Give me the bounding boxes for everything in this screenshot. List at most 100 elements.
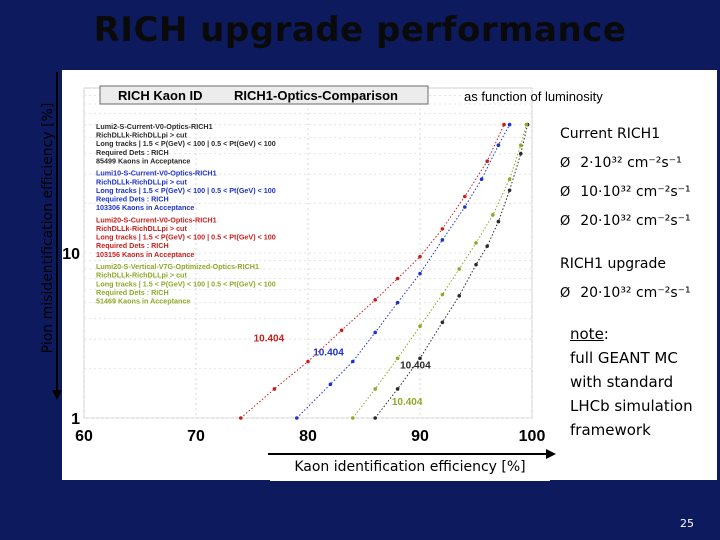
legend-text: Required Dets : RICH — [96, 148, 169, 157]
data-point — [440, 292, 445, 297]
x-tick-label: 90 — [411, 428, 429, 445]
legend-text: 103306 Kaons in Acceptance — [96, 203, 194, 212]
legend: Lumi2-S-Current-V0-Optics-RICH1RichDLLk-… — [96, 122, 276, 306]
note-box: note: full GEANT MC with standard LHCb s… — [570, 322, 715, 442]
data-point — [463, 205, 467, 209]
legend-text: Lumi20-S-Vertical-V7G-Optimized-Optics-R… — [96, 262, 259, 271]
frame-title-right: RICH1-Optics-Comparison — [234, 88, 398, 103]
current-item-text: 10·10³² cm⁻²s⁻¹ — [580, 184, 691, 200]
data-point — [507, 122, 512, 127]
legend-text: Required Dets : RICH — [96, 288, 169, 297]
point-label: 10.404 — [392, 397, 423, 408]
data-point — [463, 194, 467, 199]
data-point — [519, 151, 523, 156]
note-line: full GEANT MC — [570, 349, 678, 367]
plot-subtitle: as function of luminosity — [464, 89, 603, 104]
y-axis-label: Pion misidentification efficiency [%] — [38, 78, 58, 378]
data-point — [295, 416, 299, 420]
note-line: LHCb simulation — [570, 397, 693, 415]
data-point — [339, 328, 344, 333]
data-point — [496, 143, 501, 148]
luminosity-info: Current RICH1 Ø 2·10³² cm⁻²s⁻¹ Ø 10·10³² c… — [560, 120, 720, 308]
legend-text: RichDLLk-RichDLLpi > cut — [96, 224, 187, 233]
x-axis-arrow — [268, 449, 556, 459]
slide-number: 25 — [680, 517, 694, 530]
legend-text: Long tracks | 1.5 < P(GeV) < 100 | 0.5 <… — [96, 139, 276, 148]
series-layer: 10.404 10.404 10.404 10.404 — [239, 122, 530, 420]
data-point — [373, 298, 378, 302]
upgrade-item-text: 20·10³² cm⁻²s⁻¹ — [580, 285, 691, 301]
point-label: 10.404 — [254, 334, 285, 345]
data-point — [502, 122, 506, 127]
current-item-1: Ø 2·10³² cm⁻²s⁻¹ — [560, 149, 720, 178]
data-point — [457, 267, 462, 271]
x-tick-label: 100 — [519, 428, 546, 445]
bullet-arrow-icon: Ø — [560, 286, 571, 301]
legend-text: 51469 Kaons in Acceptance — [96, 297, 190, 306]
x-tick-label: 60 — [75, 428, 93, 445]
current-item-text: 20·10³² cm⁻²s⁻¹ — [580, 213, 691, 229]
legend-text: RichDLLk-RichDLLpi > cut — [96, 177, 187, 186]
data-point — [496, 219, 501, 224]
legend-text: Long tracks | 1.5 < P(GeV) < 100 | 0.5 <… — [96, 233, 276, 242]
note-line: with standard — [570, 373, 674, 391]
chart-panel: 60 70 80 90 100 1 10 10.404 10.404 10.404 10.404 … — [62, 70, 717, 480]
slide-title: RICH upgrade performance — [93, 10, 627, 50]
data-point — [351, 416, 355, 420]
bullet-arrow-icon: Ø — [560, 185, 571, 200]
data-point — [479, 177, 484, 182]
legend-text: 103156 Kaons in Acceptance — [96, 250, 194, 259]
legend-text: 85499 Kaons in Acceptance — [96, 156, 190, 165]
upgrade-header: RICH1 upgrade — [560, 256, 666, 272]
legend-text: Long tracks | 1.5 < P(GeV) < 100 | 0.5 <… — [96, 279, 276, 288]
current-item-text: 2·10³² cm⁻²s⁻¹ — [580, 155, 682, 171]
legend-text: Required Dets : RICH — [96, 195, 169, 204]
bullet-arrow-icon: Ø — [560, 214, 571, 229]
data-point — [440, 238, 445, 242]
data-point — [239, 416, 243, 420]
data-point — [440, 320, 445, 325]
data-point — [474, 241, 478, 245]
y-axis-arrow — [52, 72, 62, 400]
frame-title-box — [99, 85, 429, 105]
y-tick-label: 10 — [62, 246, 80, 263]
data-point — [395, 276, 400, 281]
note-heading: note — [570, 325, 604, 343]
note-line: framework — [570, 421, 651, 439]
data-point — [373, 330, 378, 335]
data-point — [373, 416, 378, 420]
point-label: 10.404 — [400, 360, 431, 371]
data-point — [491, 213, 495, 217]
frame-title-left: RICH Kaon ID — [118, 88, 203, 103]
frame-title: RICH Kaon ID RICH1-Optics-Comparison — [99, 85, 429, 105]
x-axis-label: Kaon identification efficiency [%] — [270, 455, 550, 481]
data-point — [440, 227, 445, 231]
data-point — [485, 244, 490, 248]
current-item-3: Ø 20·10³² cm⁻²s⁻¹ — [560, 207, 720, 236]
x-tick-label: 80 — [299, 428, 317, 445]
data-point — [485, 159, 490, 164]
legend-text: RichDLLk-RichDLLpi > cut — [96, 271, 187, 280]
data-point — [418, 324, 422, 329]
data-point — [524, 122, 529, 127]
current-item-2: Ø 10·10³² cm⁻²s⁻¹ — [560, 178, 720, 207]
data-point — [457, 294, 462, 298]
data-point — [418, 356, 422, 361]
data-point — [507, 177, 512, 182]
data-point — [351, 359, 355, 364]
current-header: Current RICH1 — [560, 126, 661, 142]
data-point — [507, 188, 512, 193]
note-colon: : — [603, 325, 609, 343]
data-point — [373, 387, 378, 391]
legend-text: RichDLLk-RichDLLpi > cut — [96, 131, 187, 140]
point-label: 10.404 — [313, 347, 344, 358]
data-point — [395, 387, 400, 391]
data-point — [519, 143, 523, 148]
legend-text: Lumi10-S-Current-V0-Optics-RICH1 — [96, 169, 217, 178]
data-point — [474, 262, 478, 267]
x-tick-label: 70 — [187, 428, 205, 445]
data-point — [272, 387, 277, 391]
series-line — [240, 124, 505, 419]
